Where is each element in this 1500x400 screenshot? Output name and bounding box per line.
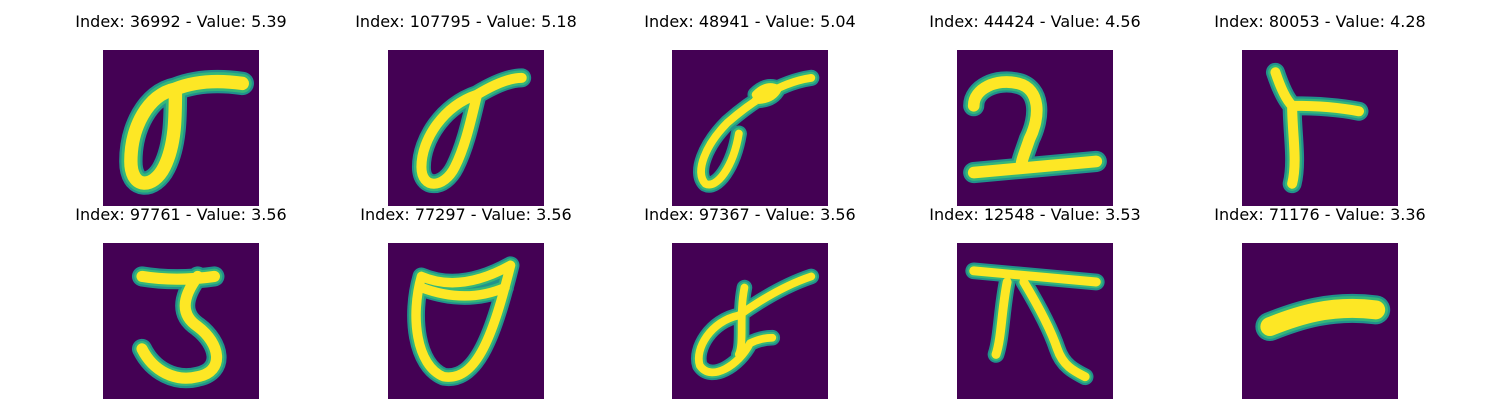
digit-image <box>672 243 828 399</box>
digit-image <box>957 243 1113 399</box>
digit-panel: Index: 97761 - Value: 3.56 <box>75 205 287 399</box>
digit-image <box>388 243 544 399</box>
panel-title: Index: 44424 - Value: 4.56 <box>929 12 1141 31</box>
digit-image <box>103 50 259 206</box>
digit-panel: Index: 97367 - Value: 3.56 <box>644 205 856 399</box>
digit-panel: Index: 12548 - Value: 3.53 <box>929 205 1141 399</box>
panel-title: Index: 80053 - Value: 4.28 <box>1214 12 1426 31</box>
digit-image <box>103 243 259 399</box>
digit-panel: Index: 80053 - Value: 4.28 <box>1214 12 1426 206</box>
panel-title: Index: 48941 - Value: 5.04 <box>644 12 856 31</box>
panel-title: Index: 71176 - Value: 3.36 <box>1214 205 1426 224</box>
panel-title: Index: 107795 - Value: 5.18 <box>355 12 577 31</box>
digit-image <box>957 50 1113 206</box>
panel-title: Index: 36992 - Value: 5.39 <box>75 12 287 31</box>
digit-image <box>672 50 828 206</box>
digit-panel: Index: 44424 - Value: 4.56 <box>929 12 1141 206</box>
panel-title: Index: 97761 - Value: 3.56 <box>75 205 287 224</box>
panel-title: Index: 77297 - Value: 3.56 <box>360 205 572 224</box>
digit-panel: Index: 48941 - Value: 5.04 <box>644 12 856 206</box>
digit-image <box>1242 243 1398 399</box>
panel-title: Index: 12548 - Value: 3.53 <box>929 205 1141 224</box>
digit-panel: Index: 71176 - Value: 3.36 <box>1214 205 1426 399</box>
panel-title: Index: 97367 - Value: 3.56 <box>644 205 856 224</box>
digit-image <box>1242 50 1398 206</box>
digit-panel: Index: 77297 - Value: 3.56 <box>360 205 572 399</box>
digit-image <box>388 50 544 206</box>
digit-panel: Index: 36992 - Value: 5.39 <box>75 12 287 206</box>
digit-panel: Index: 107795 - Value: 5.18 <box>355 12 577 206</box>
